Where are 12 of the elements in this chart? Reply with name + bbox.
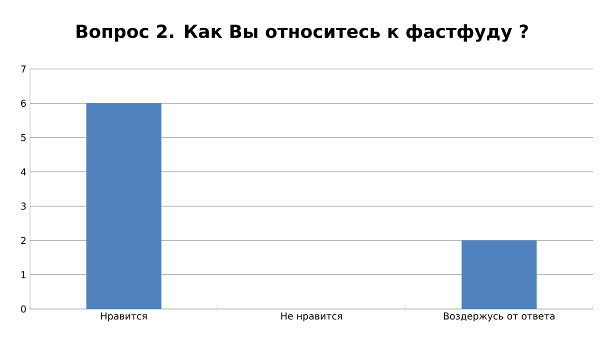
y-tick-label: 2: [21, 236, 26, 244]
x-tick-label: Не нравится: [281, 312, 342, 322]
y-tick-label: 7: [21, 66, 26, 72]
y-tick-label: 0: [21, 305, 26, 313]
x-tick-label: Нравится: [101, 312, 147, 322]
x-tick-label: Воздержусь от ответа: [444, 312, 554, 322]
y-tick-label: 4: [20, 168, 26, 176]
y-tick-label: 6: [21, 100, 26, 107]
y-tick-label: 3: [21, 202, 26, 210]
y-tick-label: 1: [21, 271, 26, 278]
chart-title: Вопрос 2. Как Вы относитесь к фастфуду ?: [76, 24, 528, 42]
y-tick-label: 5: [21, 134, 26, 142]
